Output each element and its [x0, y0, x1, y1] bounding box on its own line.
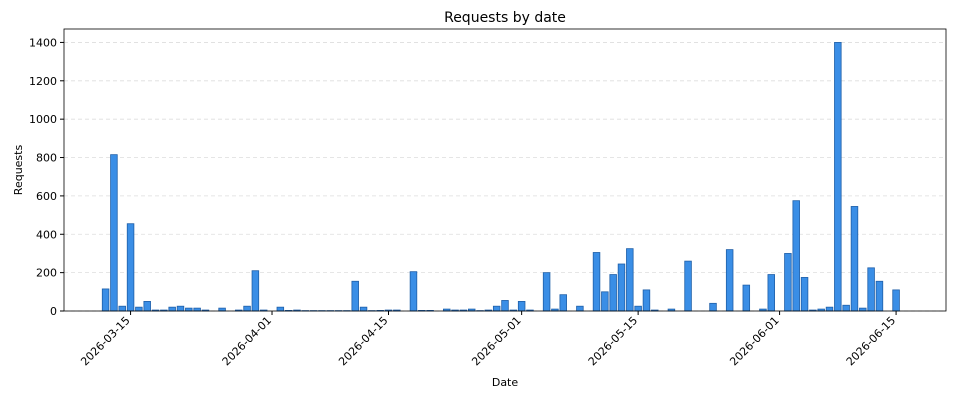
bar: [492, 305, 501, 312]
bar: [626, 248, 634, 312]
bar: [110, 154, 118, 312]
bar: [742, 284, 751, 312]
y-tick-label: 400: [36, 228, 57, 241]
bar: [850, 206, 859, 312]
bar: [859, 307, 867, 312]
bar: [834, 42, 842, 312]
bar: [609, 274, 617, 312]
bar: [709, 302, 717, 312]
bar: [576, 305, 584, 312]
bar: [517, 301, 526, 312]
bar: [126, 223, 135, 312]
bar: [634, 305, 642, 312]
bar: [193, 307, 201, 312]
bar: [867, 267, 875, 312]
bar: [101, 288, 110, 312]
bar: [592, 252, 601, 312]
y-tick-label: 800: [36, 152, 57, 165]
x-tick-label: 2026-05-01: [469, 314, 523, 368]
y-tick-label: 200: [36, 267, 57, 280]
bar: [542, 272, 551, 312]
x-tick-label: 2026-06-01: [727, 314, 781, 368]
bar: [892, 289, 900, 312]
bar: [684, 260, 692, 312]
bar: [143, 301, 151, 312]
bar: [118, 305, 126, 312]
bar: [784, 253, 792, 312]
bar: [135, 306, 143, 312]
bar: [875, 280, 884, 312]
bar: [185, 307, 193, 312]
chart-title: Requests by date: [444, 10, 566, 26]
bar: [601, 291, 609, 312]
bar: [825, 306, 834, 312]
x-tick-label: 2026-03-15: [78, 314, 132, 368]
x-tick-label: 2026-04-01: [220, 314, 274, 368]
y-tick-label: 1000: [29, 113, 57, 126]
bar: [792, 200, 800, 312]
x-tick-label: 2026-06-15: [844, 314, 898, 368]
bar: [168, 306, 176, 312]
bar: [800, 277, 809, 312]
bar: [617, 263, 626, 312]
bar: [501, 300, 509, 312]
bar: [409, 271, 418, 312]
y-tick-label: 0: [50, 305, 57, 318]
bar: [243, 305, 251, 312]
y-tick-label: 600: [36, 190, 57, 203]
y-axis-label: Requests: [12, 145, 25, 196]
y-tick-label: 1200: [29, 75, 57, 88]
plot-frame: [63, 28, 947, 312]
bar: [276, 306, 285, 312]
bar: [559, 294, 567, 312]
x-tick-label: 2026-05-15: [586, 314, 640, 368]
x-axis-label: Date: [492, 376, 519, 389]
bar: [767, 274, 775, 312]
x-tick-label: 2026-04-15: [336, 314, 390, 368]
bar: [725, 249, 734, 312]
bar: [359, 306, 368, 312]
bar: [351, 280, 359, 312]
bar: [842, 304, 850, 312]
bar: [642, 289, 651, 312]
bar: [251, 270, 260, 312]
y-tick-label: 1400: [29, 36, 57, 49]
bar: [176, 305, 185, 312]
bar: [218, 307, 226, 312]
